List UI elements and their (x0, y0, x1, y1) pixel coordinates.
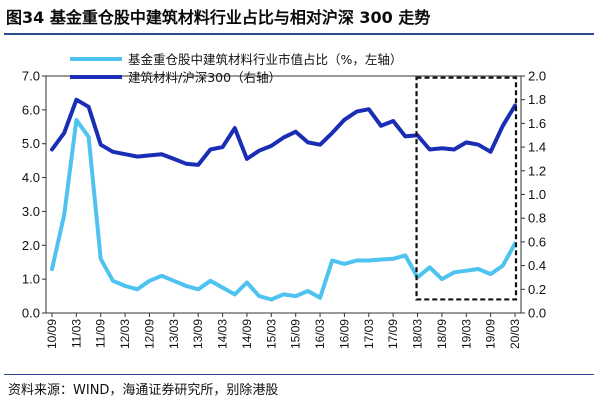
left-tick-label: 1.0 (22, 272, 40, 287)
x-axis: 10/09 11/03 11/09 12/03 12/09 13/03 13/09 14/03… (45, 313, 522, 349)
chart-title: 图34 基金重仓股中建筑材料行业占比与相对沪深 300 走势 (6, 8, 431, 27)
right-tick-label: 0.4 (528, 258, 546, 273)
right-tick-label: 1.6 (528, 116, 546, 131)
x-tick-label: 10/09 (45, 319, 59, 349)
highlight-box (415, 76, 518, 301)
x-tick-label: 13/09 (191, 319, 205, 349)
left-tick-label: 7.0 (22, 69, 40, 84)
x-tick-label: 14/09 (240, 319, 254, 349)
plot-frame (45, 75, 522, 314)
right-tick-label: 0.6 (528, 234, 546, 249)
x-tick-label: 15/03 (264, 319, 278, 349)
right-tick-label: 0.2 (528, 282, 546, 297)
x-tick-label: 18/03 (411, 319, 425, 349)
x-tick-label: 17/09 (386, 319, 400, 349)
right-tick-label: 1.8 (528, 92, 546, 107)
left-y-axis: 0.0 1.0 2.0 3.0 4.0 5.0 6.0 7.0 (22, 69, 46, 321)
left-tick-label: 4.0 (22, 170, 40, 185)
series-lines (50, 97, 517, 302)
left-tick-label: 6.0 (22, 102, 40, 117)
source-divider (4, 374, 594, 375)
legend-label-series-2: 建筑材料/沪深300（右轴） (128, 70, 281, 85)
right-tick-label: 1.4 (528, 140, 546, 155)
x-tick-label: 20/03 (508, 319, 522, 349)
x-tick-label: 13/03 (167, 319, 181, 349)
highlight-dashed-box (415, 76, 518, 301)
legend: 基金重仓股中建筑材料行业市值占比（%，左轴） 建筑材料/沪深300（右轴） (70, 52, 402, 85)
x-tick-label: 14/03 (216, 319, 230, 349)
x-tick-label: 16/09 (337, 319, 351, 349)
x-tick-label: 19/03 (459, 319, 473, 349)
x-tick-label: 16/03 (313, 319, 327, 349)
left-tick-label: 2.0 (22, 238, 40, 253)
x-tick-label: 11/09 (94, 319, 108, 348)
right-tick-label: 2.0 (528, 69, 546, 84)
x-tick-label: 15/09 (289, 319, 303, 349)
x-tick-label: 12/09 (142, 319, 156, 349)
source-note: 资料来源：WIND，海通证券研究所，别除港股 (8, 383, 279, 398)
left-tick-label: 5.0 (22, 136, 40, 151)
x-tick-label: 17/03 (362, 319, 376, 349)
series-line-2 (50, 97, 517, 167)
x-tick-label: 12/03 (118, 319, 132, 349)
right-y-axis: 0.0 0.2 0.4 0.6 0.8 1.0 1.2 1.4 1.6 1.8 2.0 (521, 69, 546, 321)
right-tick-label: 0.8 (528, 211, 546, 226)
x-tick-label: 19/09 (484, 319, 498, 349)
series-line-1 (50, 118, 517, 302)
left-tick-label: 0.0 (22, 306, 40, 321)
left-tick-label: 3.0 (22, 204, 40, 219)
right-tick-label: 1.2 (528, 163, 546, 178)
right-tick-label: 1.0 (528, 187, 546, 202)
axes (45, 75, 522, 314)
legend-label-series-1: 基金重仓股中建筑材料行业市值占比（%，左轴） (128, 52, 402, 67)
x-tick-label: 18/09 (435, 319, 449, 349)
title-divider (4, 33, 594, 35)
right-tick-label: 0.0 (528, 306, 546, 321)
x-tick-label: 11/03 (69, 319, 83, 348)
